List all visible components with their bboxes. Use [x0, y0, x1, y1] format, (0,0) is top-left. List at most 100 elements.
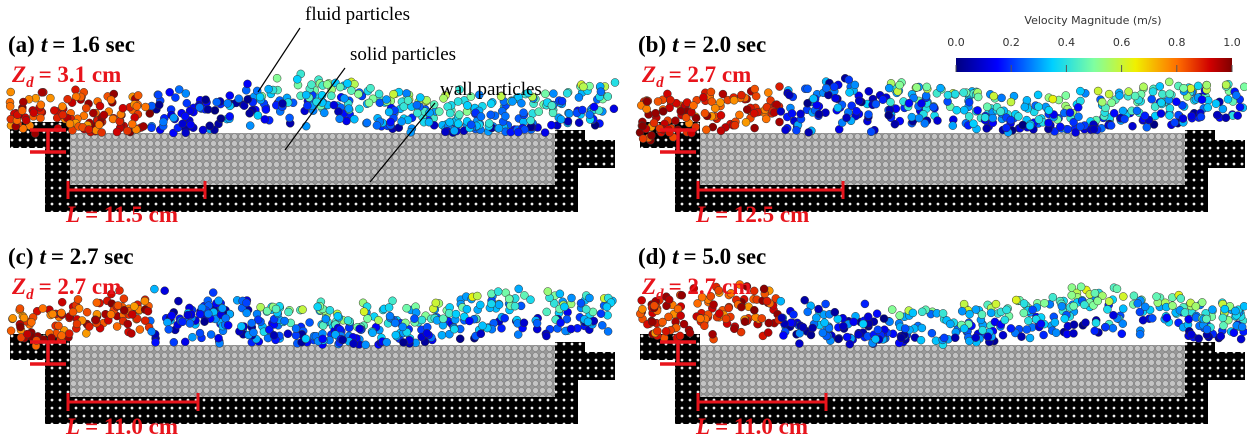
fluid-particle: [1040, 298, 1049, 308]
fluid-particle: [135, 325, 145, 334]
fluid-particle: [160, 286, 169, 295]
fluid-particle: [1203, 103, 1213, 112]
depth-marker: [660, 340, 696, 366]
fluid-particle: [1063, 125, 1072, 134]
fluid-particle: [523, 88, 533, 98]
fluid-particle: [416, 93, 425, 102]
fluid-particle: [58, 102, 67, 111]
fluid-particle: [715, 309, 724, 318]
fluid-particle: [1108, 323, 1118, 333]
fluid-particle: [165, 88, 174, 97]
fluid-particle: [455, 85, 464, 94]
fluid-particle: [203, 105, 213, 114]
fluid-particle: [1231, 306, 1240, 316]
fluid-particle: [762, 296, 772, 306]
fluid-particle: [952, 105, 961, 115]
fluid-particle: [740, 317, 750, 326]
fluid-particle: [950, 89, 960, 99]
fluid-particle: [1130, 91, 1140, 101]
fluid-particle: [578, 105, 587, 115]
length-symbol: L: [695, 414, 710, 439]
fluid-particle: [115, 117, 124, 126]
fluid-particle: [247, 318, 256, 328]
fluid-particle: [762, 102, 772, 112]
fluid-particle: [132, 102, 142, 111]
fluid-particle: [57, 297, 67, 307]
fluid-particle: [186, 120, 195, 130]
fluid-particle: [265, 325, 274, 334]
fluid-particle: [798, 322, 808, 332]
fluid-particle: [1179, 83, 1188, 93]
fluid-particle: [57, 308, 66, 318]
depth-symbol: Z: [11, 274, 26, 299]
fluid-particle: [453, 97, 463, 106]
fluid-particles: [5, 69, 620, 138]
solid-particles: [70, 133, 555, 185]
fluid-particle: [127, 329, 136, 338]
fluid-particle: [917, 99, 926, 108]
fluid-particle: [664, 295, 674, 304]
fluid-particle: [957, 306, 967, 316]
fluid-particle: [494, 124, 504, 133]
fluid-particle: [301, 121, 311, 131]
fluid-particle: [181, 89, 191, 98]
fluid-particle: [107, 289, 116, 299]
fluid-particle: [391, 330, 401, 340]
fluid-particle: [218, 304, 227, 313]
fluid-particle: [1080, 300, 1089, 310]
fluid-particle: [473, 291, 482, 301]
fluid-particle: [1044, 106, 1054, 115]
fluid-particle: [1101, 322, 1110, 332]
fluid-particle: [1076, 282, 1086, 292]
fluid-particle: [214, 296, 223, 306]
fluid-particle: [243, 79, 252, 89]
depth-label: Zd = 2.7 cm: [641, 62, 751, 91]
panel-label: (a): [8, 32, 35, 57]
colorbar: [956, 58, 1232, 72]
fluid-particle: [27, 318, 36, 327]
fluid-particle: [95, 101, 105, 111]
fluid-particle: [465, 316, 474, 326]
fluid-particle: [323, 80, 332, 89]
fluid-particle: [1051, 328, 1061, 338]
fluid-particle: [200, 317, 209, 326]
fluid-particle: [1211, 99, 1221, 108]
fluid-particle: [180, 337, 190, 347]
fluid-particle: [1019, 308, 1029, 318]
fluid-particle: [547, 101, 557, 110]
fluid-particle: [574, 93, 584, 102]
fluid-particle: [671, 116, 680, 126]
fluid-particle: [1020, 102, 1030, 112]
fluid-particle: [1000, 315, 1010, 325]
fluid-particle: [1168, 301, 1177, 310]
fluid-particle: [779, 331, 788, 340]
fluid-particle: [555, 289, 565, 299]
fluid-particle: [761, 114, 771, 124]
fluid-particle: [501, 111, 510, 121]
fluid-particle: [519, 108, 528, 117]
fluid-particle: [666, 95, 675, 105]
fluid-particles: [635, 74, 1247, 145]
fluid-particle: [476, 329, 486, 339]
fluid-particle: [1073, 103, 1083, 112]
fluid-particle: [818, 328, 828, 338]
length-marker: [66, 181, 207, 199]
fluid-particle: [724, 303, 733, 313]
fluid-particle: [72, 319, 82, 329]
fluid-particle: [466, 120, 476, 129]
fluid-particle: [413, 108, 422, 118]
fluid-particle: [382, 95, 391, 104]
fluid-particle: [390, 318, 400, 328]
depth-value: = 2.7 cm: [669, 274, 752, 299]
fluid-particle: [1069, 301, 1078, 311]
fluid-particle: [139, 122, 148, 131]
fluid-particle: [106, 95, 116, 105]
fluid-particle: [581, 305, 591, 314]
fluid-particle: [776, 107, 786, 116]
fluid-particle: [1164, 77, 1174, 87]
fluid-particle: [285, 113, 294, 123]
fluid-particle: [355, 324, 364, 334]
colorbar-tick-label: 0.0: [947, 36, 965, 49]
fluid-particle: [653, 97, 663, 106]
fluid-particle: [977, 310, 987, 319]
